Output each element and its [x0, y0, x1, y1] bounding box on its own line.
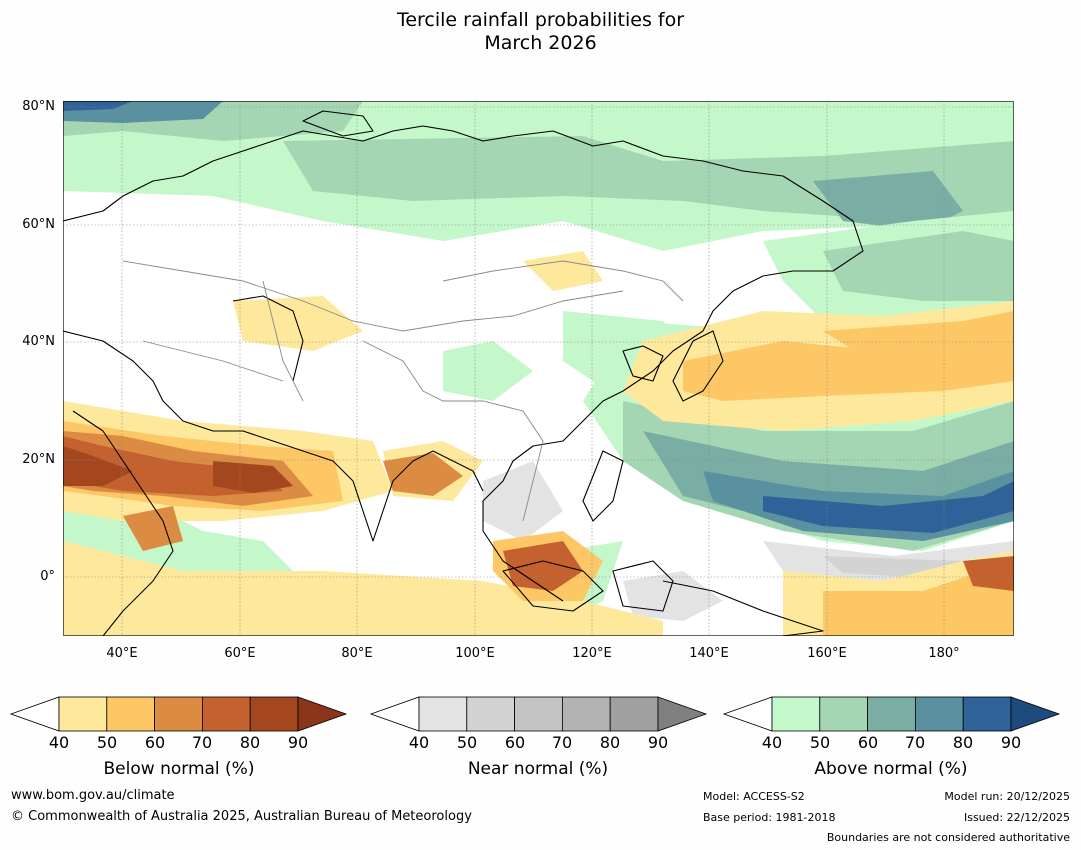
- cbar-tick: 90: [647, 733, 669, 752]
- title-line-1: Tercile rainfall probabilities for: [396, 9, 685, 31]
- rainfall-map: [63, 101, 1014, 636]
- cbar-tick: 50: [456, 733, 478, 752]
- below-normal-colorbar: [10, 696, 348, 732]
- colorbar-segment: [418, 696, 468, 732]
- lon-label-120e: 120°E: [572, 646, 612, 661]
- colorbar-segment: [106, 696, 156, 732]
- cbar-tick: 70: [904, 733, 926, 752]
- above-normal-title: Above normal (%): [814, 759, 968, 779]
- colorbar-segment: [514, 696, 563, 732]
- model-run-text: Model run: 20/12/2025: [944, 790, 1070, 803]
- colorbar-low-extension: [723, 696, 773, 732]
- map-border: [63, 101, 1014, 636]
- lon-label-140e: 140°E: [689, 646, 729, 661]
- model-text: Model: ACCESS-S2: [703, 790, 805, 803]
- colorbar-segment: [249, 696, 299, 732]
- base-period-text: Base period: 1981-2018: [703, 811, 836, 824]
- colorbar-segment: [466, 696, 516, 732]
- cbar-tick: 40: [408, 733, 430, 752]
- colorbar-segment: [867, 696, 916, 732]
- near-normal-title: Near normal (%): [467, 759, 609, 779]
- colorbar-segment: [914, 696, 964, 732]
- copyright-text: © Commonwealth of Australia 2025, Austra…: [11, 809, 472, 824]
- cbar-tick: 80: [599, 733, 621, 752]
- lon-label-180: 180°: [928, 646, 960, 661]
- lon-label-160e: 160°E: [807, 646, 847, 661]
- cbar-tick: 70: [191, 733, 213, 752]
- colorbar-segment: [962, 696, 1012, 732]
- map-gridlines: [63, 101, 1014, 636]
- cbar-tick: 60: [857, 733, 879, 752]
- website-link[interactable]: www.bom.gov.au/climate: [11, 788, 175, 803]
- below-normal-regions: [63, 251, 1014, 636]
- cbar-tick: 80: [952, 733, 974, 752]
- colorbar-high-extension: [297, 696, 348, 732]
- cbar-tick: 60: [504, 733, 526, 752]
- cbar-tick: 80: [239, 733, 261, 752]
- lon-label-60e: 60°E: [224, 646, 256, 661]
- lat-label-20n: 20°N: [22, 452, 55, 467]
- lon-label-100e: 100°E: [455, 646, 495, 661]
- lat-label-80n: 80°N: [22, 99, 55, 114]
- boundaries-note: Boundaries are not considered authoritat…: [826, 831, 1070, 844]
- lat-label-0: 0°: [40, 569, 55, 584]
- colorbar-segment: [154, 696, 203, 732]
- lat-label-60n: 60°N: [22, 217, 55, 232]
- cbar-tick: 40: [48, 733, 70, 752]
- colorbar-segment: [771, 696, 821, 732]
- colorbar-segment: [609, 696, 659, 732]
- colorbar-high-extension: [1010, 696, 1061, 732]
- colorbar-low-extension: [10, 696, 60, 732]
- colorbar-segment: [819, 696, 869, 732]
- cbar-tick: 60: [144, 733, 166, 752]
- cbar-tick: 70: [551, 733, 573, 752]
- colorbar-high-extension: [657, 696, 708, 732]
- colorbar-low-extension: [370, 696, 420, 732]
- colorbar-segment: [201, 696, 251, 732]
- coastlines: [63, 110, 864, 636]
- cbar-tick: 40: [761, 733, 783, 752]
- chart-title: Tercile rainfall probabilities for March…: [0, 9, 1081, 55]
- below-normal-title: Below normal (%): [103, 759, 255, 779]
- lon-label-80e: 80°E: [341, 646, 373, 661]
- lat-label-40n: 40°N: [22, 334, 55, 349]
- title-line-2: March 2026: [484, 32, 597, 54]
- issued-text: Issued: 22/12/2025: [963, 811, 1070, 824]
- near-normal-colorbar: [370, 696, 708, 732]
- cbar-tick: 90: [1000, 733, 1022, 752]
- colorbar-segment: [58, 696, 108, 732]
- colorbar-segment: [561, 696, 611, 732]
- lon-label-40e: 40°E: [106, 646, 138, 661]
- cbar-tick: 50: [809, 733, 831, 752]
- above-normal-colorbar: [723, 696, 1061, 732]
- country-borders: [122, 260, 684, 522]
- cbar-tick: 90: [287, 733, 309, 752]
- cbar-tick: 50: [96, 733, 118, 752]
